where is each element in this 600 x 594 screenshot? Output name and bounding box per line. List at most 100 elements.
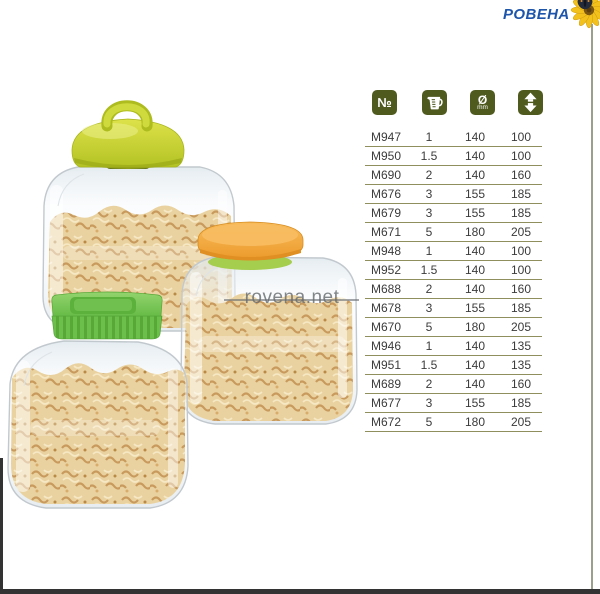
sunflower-butterfly-icon — [570, 0, 600, 29]
cell-model: M671 — [371, 225, 402, 239]
table-row: M670 5 180 205 — [365, 318, 542, 337]
cell-diameter: 140 — [464, 130, 486, 144]
cell-height: 185 — [510, 206, 532, 220]
number-icon: № — [372, 90, 397, 115]
cell-diameter: 180 — [464, 225, 486, 239]
cell-diameter: 155 — [464, 396, 486, 410]
cell-volume: 3 — [425, 396, 433, 410]
table-row: M951 1.5 140 135 — [365, 356, 542, 375]
cell-diameter: 155 — [464, 187, 486, 201]
jar-green-ribbed-lid — [7, 291, 189, 509]
volume-icon — [422, 90, 447, 115]
cell-height: 100 — [510, 244, 532, 258]
cell-model: M946 — [371, 339, 402, 353]
cell-diameter: 140 — [464, 358, 486, 372]
spec-table-header: № Ø mm — [365, 90, 543, 128]
cell-volume: 1 — [425, 244, 433, 258]
cell-height: 135 — [510, 339, 532, 353]
cell-diameter: 180 — [464, 415, 486, 429]
table-row: M947 1 140 100 — [365, 128, 542, 147]
cell-model: M951 — [371, 358, 402, 372]
table-row: M688 2 140 160 — [365, 280, 542, 299]
cell-model: M677 — [371, 396, 402, 410]
cell-volume: 5 — [425, 320, 433, 334]
cell-height: 205 — [510, 415, 532, 429]
cell-diameter: 140 — [464, 149, 486, 163]
cell-height: 205 — [510, 320, 532, 334]
cell-model: M947 — [371, 130, 402, 144]
cell-volume: 1 — [425, 339, 433, 353]
cell-height: 100 — [510, 263, 532, 277]
cell-height: 135 — [510, 358, 532, 372]
cell-diameter: 180 — [464, 320, 486, 334]
cell-volume: 2 — [425, 168, 433, 182]
pasta-fill — [184, 293, 353, 421]
cell-diameter: 140 — [464, 168, 486, 182]
jar-c-lid-skirt — [51, 315, 163, 340]
cell-height: 185 — [510, 396, 532, 410]
table-row: M676 3 155 185 — [365, 185, 542, 204]
cell-volume: 1.5 — [420, 149, 438, 163]
table-row: M690 2 140 160 — [365, 166, 542, 185]
table-row: M946 1 140 135 — [365, 337, 542, 356]
cell-model: M678 — [371, 301, 402, 315]
butterfly — [577, 0, 593, 10]
watermark-text: rovena.net — [244, 287, 340, 308]
diameter-icon: Ø mm — [470, 90, 495, 115]
cell-model: M672 — [371, 415, 402, 429]
table-row: M678 3 155 185 — [365, 299, 542, 318]
table-row: M950 1.5 140 100 — [365, 147, 542, 166]
table-row: M671 5 180 205 — [365, 223, 542, 242]
table-row: M952 1.5 140 100 — [365, 261, 542, 280]
cell-model: M679 — [371, 206, 402, 220]
cell-height: 185 — [510, 301, 532, 315]
watermark-strikethrough — [224, 299, 359, 301]
jar-orange-flat-lid — [180, 221, 358, 425]
cell-volume: 1 — [425, 130, 433, 144]
spec-table-body: M947 1 140 100 M950 1.5 140 100 M690 2 140 160 M676 3… — [365, 128, 542, 432]
cell-height: 185 — [510, 187, 532, 201]
cell-model: M950 — [371, 149, 402, 163]
cell-diameter: 140 — [464, 282, 486, 296]
cell-height: 205 — [510, 225, 532, 239]
cell-volume: 2 — [425, 377, 433, 391]
cell-model: M670 — [371, 320, 402, 334]
brand-name: РОВЕНА — [503, 6, 570, 23]
cell-model: M688 — [371, 282, 402, 296]
cell-height: 100 — [510, 149, 532, 163]
cell-model: M952 — [371, 263, 402, 277]
table-row: M689 2 140 160 — [365, 375, 542, 394]
cell-height: 160 — [510, 282, 532, 296]
table-row: M948 1 140 100 — [365, 242, 542, 261]
cell-volume: 2 — [425, 282, 433, 296]
page-edge-left — [0, 458, 3, 594]
table-row: M679 3 155 185 — [365, 204, 542, 223]
cell-volume: 1.5 — [420, 358, 438, 372]
cell-diameter: 155 — [464, 301, 486, 315]
cell-volume: 1.5 — [420, 263, 438, 277]
cell-model: M690 — [371, 168, 402, 182]
cell-diameter: 140 — [464, 263, 486, 277]
cell-volume: 3 — [425, 206, 433, 220]
cell-diameter: 140 — [464, 339, 486, 353]
cell-volume: 5 — [425, 415, 433, 429]
cell-volume: 3 — [425, 187, 433, 201]
cell-model: M676 — [371, 187, 402, 201]
page-edge-bottom — [0, 589, 600, 594]
table-row: M677 3 155 185 — [365, 394, 542, 413]
spec-table: № Ø mm — [365, 90, 543, 432]
cell-diameter: 155 — [464, 206, 486, 220]
sunflower-stem — [591, 24, 593, 594]
table-row: M672 5 180 205 — [365, 413, 542, 432]
cell-volume: 5 — [425, 225, 433, 239]
cell-volume: 3 — [425, 301, 433, 315]
pasta-fill — [11, 363, 185, 504]
cell-diameter: 140 — [464, 244, 486, 258]
cell-diameter: 140 — [464, 377, 486, 391]
cell-height: 160 — [510, 377, 532, 391]
cell-model: M689 — [371, 377, 402, 391]
cell-height: 100 — [510, 130, 532, 144]
height-icon — [518, 90, 543, 115]
